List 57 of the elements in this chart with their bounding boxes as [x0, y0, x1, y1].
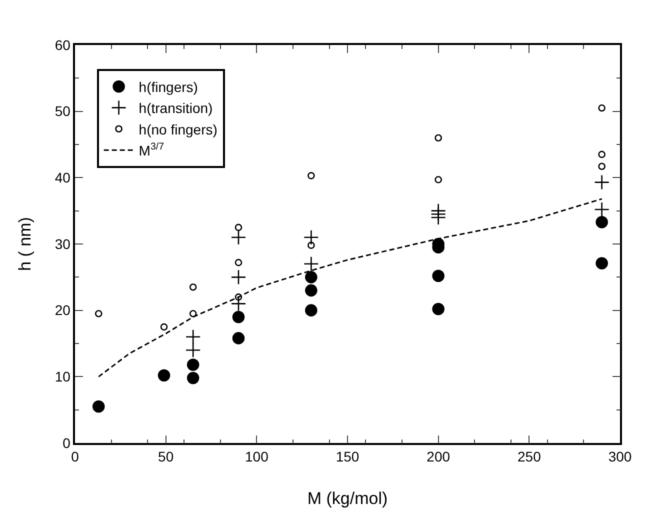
- y-tick-label: 40: [54, 170, 71, 186]
- y-tick-label: 60: [54, 36, 71, 53]
- x-tick-label: 200: [426, 448, 450, 465]
- x-tick-label: 300: [608, 448, 632, 465]
- point: [94, 310, 102, 318]
- point: [308, 172, 315, 180]
- legend-label: M$^{3/7}$: [138, 142, 164, 159]
- point: [430, 210, 446, 226]
- point: [305, 304, 318, 316]
- point: [305, 284, 318, 297]
- point: [304, 256, 319, 272]
- point: [234, 293, 242, 301]
- point: [185, 329, 201, 345]
- point: [232, 310, 245, 324]
- point: [432, 302, 444, 316]
- x-tick-label: 50: [158, 448, 174, 465]
- y-axis-title: h ( nm): [16, 217, 34, 271]
- point: [432, 270, 444, 282]
- y-tick-label: 10: [54, 368, 71, 385]
- point: [230, 296, 246, 312]
- point: [160, 323, 168, 331]
- point: [189, 283, 197, 291]
- x-tick-label: 150: [336, 448, 360, 465]
- point: [594, 202, 610, 218]
- point: [232, 332, 245, 344]
- x-axis-title: M (kg/mol): [307, 489, 388, 508]
- point: [186, 358, 200, 371]
- line-series: [98, 198, 603, 378]
- point: [234, 258, 242, 266]
- y-tick-label: 0: [62, 434, 71, 451]
- point: [434, 176, 442, 184]
- point: [596, 216, 608, 228]
- y-tick-label: 20: [54, 302, 71, 318]
- point: [158, 369, 170, 382]
- x-tick-label: 100: [244, 448, 269, 465]
- point: [598, 150, 606, 158]
- point: [305, 271, 318, 284]
- legend-label: h(fingers): [138, 78, 198, 95]
- point: [234, 224, 242, 232]
- x-tick-label: 250: [517, 448, 542, 465]
- y-tick-label: 50: [54, 103, 71, 120]
- point: [598, 162, 606, 170]
- legend-label: h(transition): [138, 100, 213, 116]
- y-tick-label: 30: [54, 236, 71, 252]
- point: [189, 310, 197, 318]
- point: [594, 174, 610, 190]
- legend-label: h(no fingers): [138, 121, 218, 138]
- point: [434, 134, 442, 142]
- point: [230, 230, 246, 246]
- point: [186, 372, 200, 384]
- point: [598, 104, 606, 112]
- point: [185, 342, 201, 358]
- point: [304, 230, 319, 246]
- point: [92, 400, 105, 413]
- point: [308, 242, 315, 249]
- point: [230, 270, 246, 285]
- point: [596, 257, 608, 270]
